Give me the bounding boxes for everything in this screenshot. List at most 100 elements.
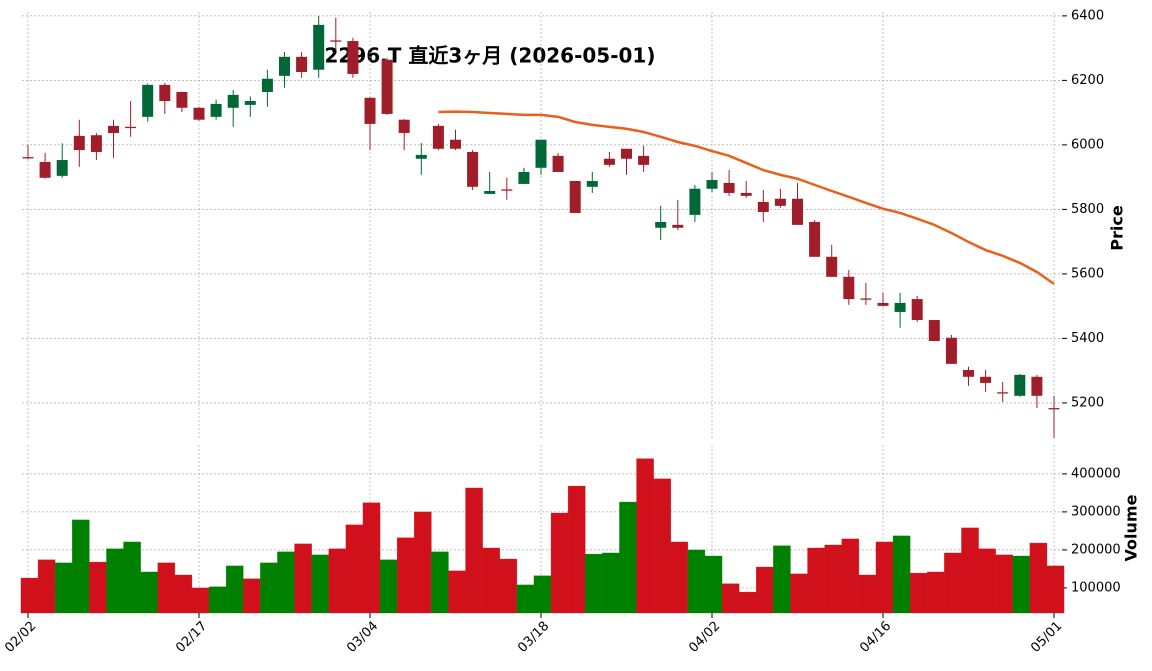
volume-bar	[277, 551, 295, 614]
y-tick-label: 6200	[1071, 73, 1104, 88]
y-tick-label: 5200	[1071, 395, 1104, 410]
candle-body	[792, 198, 803, 225]
volume-bar	[123, 541, 141, 614]
candle-body	[244, 101, 256, 105]
volume-bar	[37, 559, 56, 614]
candle-body	[108, 125, 119, 133]
candle-body	[227, 94, 239, 108]
y-tick-label: 6000	[1071, 137, 1104, 152]
y-axis-label: Volume	[1122, 494, 1141, 561]
volume-bar	[533, 575, 552, 614]
candle-body	[296, 56, 308, 72]
candle-body	[1014, 374, 1026, 396]
x-tick-label: 02/17	[173, 619, 210, 656]
volume-bar	[858, 574, 877, 614]
volume-bar	[72, 519, 90, 614]
volume-bar	[414, 511, 432, 614]
volume-bar	[482, 547, 500, 614]
candle-body	[501, 189, 513, 191]
candle-body	[963, 370, 974, 377]
volume-bar	[431, 551, 449, 614]
volume-bar	[157, 562, 176, 614]
volume-bar	[328, 548, 347, 614]
candle-body	[689, 188, 701, 215]
volume-bar	[260, 562, 278, 614]
x-tick-label: 04/16	[857, 619, 894, 656]
candle-body	[22, 157, 34, 159]
candle-body	[911, 299, 923, 321]
candle-body	[364, 97, 376, 124]
volume-bar	[516, 584, 535, 614]
volume-bar	[1029, 542, 1048, 614]
candle-body	[381, 59, 393, 114]
candle-body	[415, 154, 427, 159]
volume-bar	[1046, 565, 1065, 614]
moving-average-line	[438, 110, 1055, 285]
candle-body	[672, 224, 684, 228]
candle-body	[638, 155, 650, 165]
volume-bar	[824, 544, 843, 614]
volume-bar	[208, 586, 227, 614]
candle-body	[261, 78, 273, 92]
candle-body	[1031, 376, 1043, 396]
candle-body	[997, 392, 1009, 394]
candle-body	[980, 376, 992, 383]
candle-body	[142, 84, 154, 117]
candle-body	[56, 160, 68, 176]
volume-bar	[54, 562, 73, 614]
candle-body	[450, 139, 461, 149]
candle-body	[518, 171, 530, 184]
volume-bar	[191, 587, 210, 614]
volume-bar	[448, 570, 466, 614]
candle-body	[176, 91, 188, 108]
volume-bar	[995, 554, 1014, 614]
y-tick-label: 200000	[1071, 542, 1121, 557]
candle-body	[894, 302, 906, 312]
volume-bar	[738, 591, 757, 614]
candle-body	[432, 125, 444, 149]
y-axis-label: Price	[1108, 205, 1127, 251]
y-tick-label: 5600	[1071, 266, 1104, 281]
candle-body	[723, 182, 735, 193]
volume-bar	[619, 501, 637, 614]
y-tick-label: 5400	[1071, 331, 1104, 346]
candle-body	[39, 161, 51, 178]
candle-body	[809, 221, 821, 257]
candle-body	[826, 256, 838, 277]
chart-title: 2296.T 直近3ヶ月 (2026-05-01)	[325, 44, 656, 68]
candle-body	[159, 84, 171, 102]
candle-body	[945, 337, 957, 364]
x-tick-label: 03/18	[515, 619, 552, 656]
candle-body	[757, 201, 769, 212]
candle-body	[347, 41, 359, 74]
candle-body	[193, 107, 205, 120]
volume-bar	[721, 583, 740, 614]
volume-bar	[465, 487, 483, 614]
candle-body	[552, 155, 564, 172]
volume-bar	[687, 549, 706, 614]
volume-bar	[89, 561, 107, 614]
volume-bar	[243, 578, 261, 614]
candle-body	[603, 158, 615, 165]
candle-body	[1048, 408, 1060, 410]
candle-body	[125, 126, 137, 129]
volume-bar	[790, 573, 808, 614]
candle-body	[210, 103, 222, 117]
volume-bar	[106, 548, 124, 614]
volume-bar	[892, 535, 911, 614]
volume-bar	[20, 577, 39, 614]
volume-bar	[909, 572, 928, 614]
volume-bar	[585, 553, 603, 614]
volume-bar	[294, 543, 312, 614]
candle-body	[706, 180, 718, 189]
x-tick-label: 03/04	[344, 619, 381, 656]
volume-bar	[875, 541, 894, 614]
y-tick-label: 5800	[1071, 202, 1104, 217]
volume-bar	[670, 541, 689, 614]
volume-bar	[756, 566, 774, 614]
y-tick-label: 6400	[1071, 8, 1104, 23]
volume-bar	[927, 571, 945, 614]
volume-bar	[311, 554, 329, 614]
volume-bar	[345, 524, 364, 614]
